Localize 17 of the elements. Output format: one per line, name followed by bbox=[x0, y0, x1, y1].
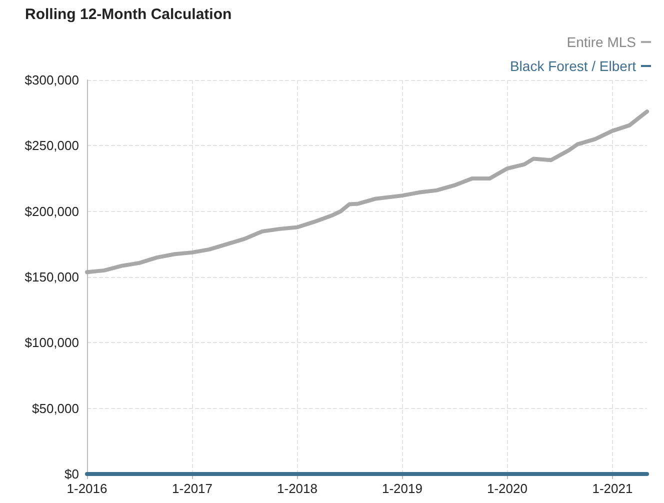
x-tick-label: 1-2016 bbox=[66, 481, 108, 496]
y-tick-label: $200,000 bbox=[24, 204, 79, 219]
y-tick-label: $50,000 bbox=[32, 400, 79, 416]
y-tick-label: $100,000 bbox=[24, 335, 79, 350]
x-tick-label: 1-2019 bbox=[382, 481, 422, 496]
chart-title: Rolling 12-Month Calculation bbox=[25, 6, 232, 23]
x-tick-label: 1-2018 bbox=[277, 481, 318, 496]
legend-label: Entire MLS bbox=[566, 34, 636, 50]
x-tick-label: 1-2021 bbox=[592, 481, 633, 496]
x-tick-label: 1-2020 bbox=[486, 481, 528, 496]
x-tick-label: 1-2017 bbox=[172, 481, 213, 496]
line-series bbox=[85, 110, 649, 274]
y-tick-label: $150,000 bbox=[24, 270, 79, 284]
legend-label: Black Forest / Elbert bbox=[510, 58, 636, 74]
y-tick-label: $300,000 bbox=[24, 72, 79, 88]
y-tick-label: $250,000 bbox=[24, 138, 79, 154]
y-tick-label: $0 bbox=[64, 466, 79, 482]
